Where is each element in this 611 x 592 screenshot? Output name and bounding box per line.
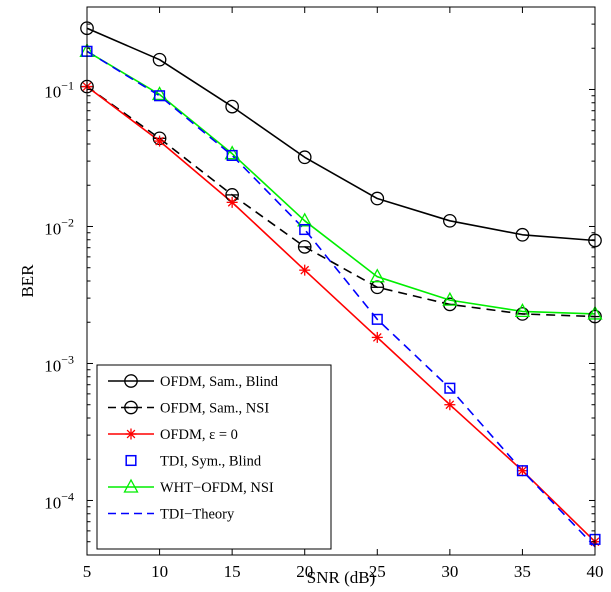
- tick-labels: 5 10 15 20 25 30 35 40 10−1 10−2 10−3 10−4: [44, 78, 603, 581]
- axis-ticks: [86, 6, 596, 556]
- legend-marker: [125, 454, 137, 467]
- legend-entry: OFDM, Sam., Blind: [108, 374, 279, 390]
- series-1-point: [297, 240, 312, 254]
- y-tick-label: 10−3: [44, 352, 74, 375]
- series-0-point: [152, 52, 167, 67]
- legend-label: WHT−OFDM, NSI: [160, 480, 274, 496]
- series-line-5: [86, 50, 596, 548]
- legend-marker: [124, 400, 138, 415]
- series-3-point: [444, 382, 456, 394]
- series-4-point: [369, 268, 385, 283]
- series-2-point: [299, 264, 311, 276]
- y-tick-label: 10−4: [44, 489, 74, 512]
- series-3-point: [226, 149, 238, 161]
- series-line-4: [86, 50, 596, 315]
- legend-entry: TDI−Theory: [108, 507, 235, 523]
- x-tick-label: 25: [369, 562, 386, 581]
- legend-entry: OFDM, Sam., NSI: [108, 401, 269, 417]
- legend-entry: WHT−OFDM, NSI: [108, 478, 274, 496]
- y-tick-label: 10−2: [44, 215, 74, 238]
- series-lines: [86, 27, 596, 548]
- series-line-2: [86, 85, 596, 543]
- x-tick-label: 5: [83, 562, 92, 581]
- y-axis-label: BER: [18, 264, 37, 298]
- series-4-point: [224, 145, 240, 160]
- series-3-point: [371, 313, 383, 325]
- legend: OFDM, Sam., Blind OFDM, Sam., NSI OFDM, ε …: [96, 364, 332, 550]
- series-2-point: [154, 135, 166, 147]
- series-2-point: [444, 399, 456, 411]
- x-tick-label: 20: [296, 562, 313, 581]
- x-tick-label: 15: [224, 562, 241, 581]
- x-tick-label: 40: [587, 562, 604, 581]
- legend-label: TDI−Theory: [160, 507, 235, 523]
- series-4-point: [297, 212, 313, 227]
- legend-entry: OFDM, ε = 0: [108, 427, 238, 443]
- series-0-point: [515, 227, 530, 242]
- series-2-point: [371, 331, 383, 343]
- legend-label: TDI, Sym., Blind: [160, 454, 262, 470]
- series-3-point: [154, 90, 166, 102]
- series-4-point: [151, 86, 168, 101]
- series-0-point: [370, 191, 385, 206]
- legend-entry: TDI, Sym., Blind: [125, 454, 262, 470]
- series-2-point: [516, 465, 528, 477]
- y-tick-label: 10−1: [44, 78, 74, 101]
- series-1-point: [515, 307, 530, 321]
- legend-label: OFDM, Sam., NSI: [160, 401, 269, 417]
- series-line-0: [86, 27, 596, 242]
- legend-marker: [125, 428, 137, 440]
- x-tick-label: 10: [151, 562, 168, 581]
- series-0-point: [225, 99, 239, 114]
- series-3-point: [516, 465, 528, 477]
- series-2-point: [226, 196, 238, 208]
- series-0-point: [443, 213, 457, 228]
- x-tick-label: 35: [514, 562, 531, 581]
- legend-label: OFDM, ε = 0: [160, 427, 238, 443]
- legend-marker: [124, 374, 138, 388]
- series-4-point: [442, 291, 458, 306]
- x-axis-label: SNR (dB): [307, 568, 375, 587]
- series-0-point: [297, 150, 312, 165]
- legend-marker: [123, 478, 139, 493]
- series-4-point: [514, 303, 531, 318]
- series-3-point: [299, 223, 311, 236]
- x-tick-label: 30: [441, 562, 458, 581]
- legend-label: OFDM, Sam., Blind: [160, 374, 279, 390]
